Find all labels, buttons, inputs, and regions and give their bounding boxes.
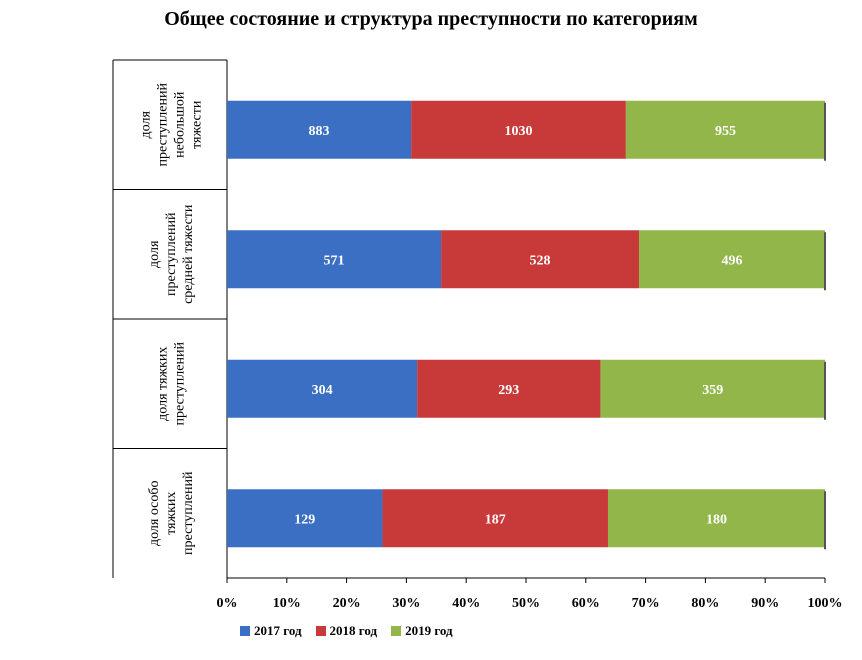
data-label: 293 [498,383,519,398]
bar-segment [227,489,383,548]
data-label: 180 [706,512,727,527]
data-label: 955 [715,124,736,139]
bar-segment [227,359,418,418]
data-label: 528 [530,253,551,268]
category-label: доля преступлений средней тяжести [147,204,196,304]
data-label: 883 [309,124,330,139]
legend-item-2018: 2018 год [315,623,378,639]
legend-label-2018: 2018 год [329,623,378,638]
category-label-line: тяжких [164,492,179,535]
data-label: 1030 [504,124,532,139]
bar-segment [625,100,825,159]
legend-swatch-2019 [391,626,402,636]
data-label: 129 [294,512,315,527]
x-tick-label: 60% [572,596,600,611]
chart-title: Общее состояние и структура преступности… [164,8,698,30]
x-tick-label: 100% [808,596,843,611]
bar-segment [639,230,825,289]
category-label-line: преступлений [156,83,171,167]
bar-segment [607,489,825,548]
data-label: 496 [722,253,743,268]
bar-segment [417,359,601,418]
category-label: доля тяжких преступлений [156,342,188,426]
legend-label-2019: 2019 год [405,623,453,638]
category-label-line: преступлений [164,212,179,296]
category-label-line: доля [147,240,162,268]
category-label-line: доля [139,111,154,139]
category-label-line: доля тяжких [156,347,171,421]
legend-swatch-2018 [315,626,326,636]
x-tick-label: 20% [333,596,361,611]
bar-segment [227,100,412,159]
x-tick-label: 80% [691,596,719,611]
x-tick-label: 70% [632,596,660,611]
x-tick-label: 50% [512,596,540,611]
data-label: 571 [324,253,345,268]
data-label: 359 [702,383,723,398]
bar-segment [382,489,608,548]
bar-segment [441,230,640,289]
category-label-line: тяжести [190,100,205,149]
legend-label-2017: 2017 год [254,623,302,638]
x-tick-label: 10% [273,596,301,611]
x-tick-label: 40% [452,596,480,611]
category-label-line: преступлений [181,471,196,555]
data-label: 304 [312,383,333,398]
category-label: доля преступлений небольшой тяжести [139,83,205,167]
legend: 2017 год 2018 год 2019 год [240,623,453,639]
category-label-line: доля особо [147,480,162,546]
x-tick-label: 0% [217,596,238,611]
data-label: 187 [485,512,506,527]
bar-segment [600,359,825,418]
bar-segment [227,230,442,289]
legend-swatch-2017 [240,626,250,636]
category-label: доля особо тяжких преступлений [147,471,196,555]
x-tick-label: 30% [392,596,420,611]
x-tick-label: 90% [751,596,779,611]
legend-item-2017: 2017 год [240,623,302,639]
category-label-line: преступлений [173,342,188,426]
bar-segment [411,100,626,159]
category-label-line: небольшой [173,91,188,158]
legend-item-2019: 2019 год [391,623,453,639]
category-label-line: средней тяжести [181,204,196,304]
